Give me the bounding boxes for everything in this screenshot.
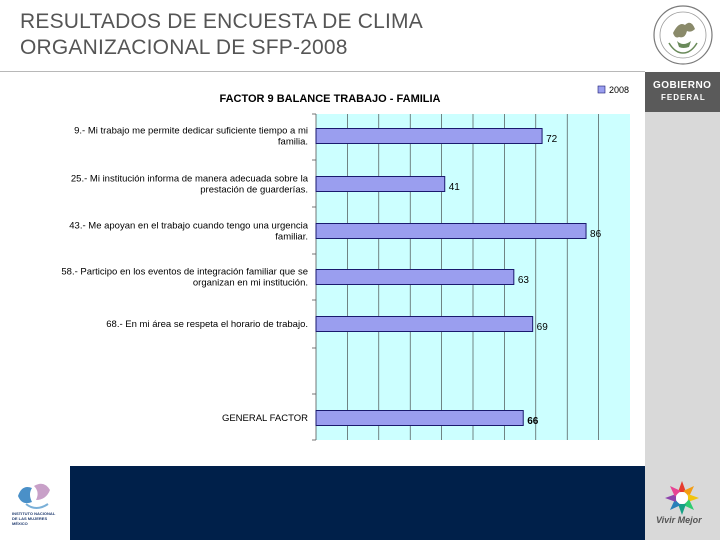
inmujeres-logo-icon bbox=[18, 483, 50, 509]
category-label: 9.- Mi trabajo me permite dedicar sufici… bbox=[74, 126, 308, 137]
footer-band bbox=[70, 466, 645, 540]
gov-line-2: FEDERAL bbox=[661, 93, 706, 102]
slide-title-line-1: RESULTADOS DE ENCUESTA DE CLIMA bbox=[20, 10, 423, 33]
inmujeres-logo-text: INSTITUTO NACIONAL DE LAS MUJERES MÉXICO bbox=[12, 511, 60, 526]
bar bbox=[315, 410, 524, 426]
bar bbox=[315, 128, 543, 144]
slide-title-line-2: ORGANIZACIONAL DE SFP-2008 bbox=[20, 36, 348, 59]
bar bbox=[315, 269, 515, 285]
right-brand-panel: GOBIERNO FEDERAL Vivir Mejor bbox=[645, 0, 720, 540]
institute-line-3: MÉXICO bbox=[12, 521, 28, 526]
category-label: organizan en mi institución. bbox=[193, 278, 308, 289]
slide-title: RESULTADOS DE ENCUESTA DE CLIMA ORGANIZA… bbox=[20, 9, 620, 61]
gov-line-1: GOBIERNO bbox=[653, 80, 712, 91]
data-label: 63 bbox=[518, 275, 530, 286]
data-label: 41 bbox=[449, 182, 461, 193]
category-label: 58.- Participo en los eventos de integra… bbox=[61, 267, 308, 278]
category-label: 43.- Me apoyan en el trabajo cuando teng… bbox=[69, 221, 308, 232]
legend-label: 2008 bbox=[609, 85, 629, 95]
bar bbox=[315, 223, 587, 239]
data-label: 66 bbox=[527, 416, 539, 427]
institute-line-1: INSTITUTO NACIONAL bbox=[12, 511, 56, 516]
category-label: 68.- En mi área se respeta el horario de… bbox=[106, 319, 308, 330]
bar bbox=[315, 316, 534, 332]
category-label: familiar. bbox=[275, 232, 308, 243]
seal-box bbox=[645, 0, 720, 72]
category-label: familia. bbox=[278, 137, 308, 148]
header-bar: RESULTADOS DE ENCUESTA DE CLIMA ORGANIZA… bbox=[0, 0, 645, 72]
chart-title: FACTOR 9 BALANCE TRABAJO - FAMILIA bbox=[219, 93, 440, 105]
vivir-mejor-logo-icon bbox=[665, 481, 699, 515]
category-label: GENERAL FACTOR bbox=[222, 413, 308, 424]
vivir-mejor-text: Vivir Mejor bbox=[656, 515, 702, 525]
data-label: 72 bbox=[546, 134, 558, 145]
plot-area: 72 9.- Mi trabajo me permite dedicar sufi… bbox=[61, 113, 630, 441]
legend-swatch bbox=[597, 85, 606, 94]
data-label: 69 bbox=[537, 322, 549, 333]
bar bbox=[315, 176, 446, 192]
chart-legend: 2008 bbox=[597, 85, 629, 95]
data-label: 86 bbox=[590, 229, 602, 240]
institute-line-2: DE LAS MUJERES bbox=[12, 516, 48, 521]
category-label: 25.- Mi institución informa de manera ad… bbox=[71, 174, 309, 185]
mexico-seal-icon bbox=[653, 5, 713, 65]
gobierno-federal-logo: GOBIERNO FEDERAL bbox=[645, 72, 720, 112]
category-label: prestación de guarderías. bbox=[200, 185, 308, 196]
